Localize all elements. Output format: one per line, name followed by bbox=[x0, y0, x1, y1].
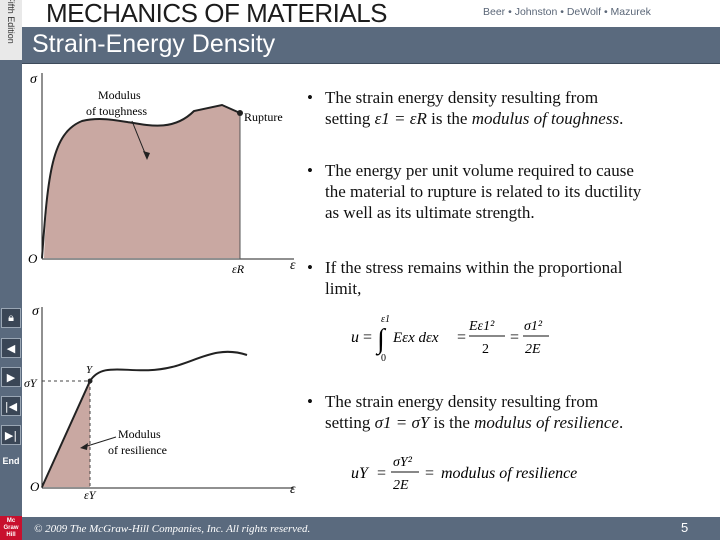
text-run: setting bbox=[325, 413, 375, 432]
eq-equals: = bbox=[363, 329, 372, 346]
bullet-dot: • bbox=[307, 392, 313, 411]
toughness-label-line2: of toughness bbox=[86, 104, 147, 118]
resilience-label-line1: Modulus bbox=[118, 427, 161, 441]
logo-line: Graw bbox=[3, 525, 19, 531]
eq-equals: = bbox=[377, 465, 386, 482]
sigma-label: σ bbox=[32, 304, 40, 319]
toughness-label-line1: Modulus bbox=[98, 88, 141, 102]
toughness-area bbox=[44, 105, 240, 258]
authors: Beer • Johnston • DeWolf • Mazurek bbox=[483, 6, 651, 18]
equation-strain-energy: u = ∫ ε1 0 Eεx dεx = Eε1² 2 = σ1² 2E bbox=[351, 314, 549, 364]
book-title: MECHANICS OF MATERIALS bbox=[46, 0, 388, 28]
equation-resilience: uY = σY² 2E = modulus of resilience bbox=[351, 455, 577, 493]
sigma-y-label: σY bbox=[24, 376, 38, 390]
rupture-label: Rupture bbox=[244, 110, 283, 124]
publisher-logo: Mc Graw Hill bbox=[0, 516, 22, 540]
bullet-line: setting ε1 = εR is the modulus of toughn… bbox=[325, 108, 623, 129]
text-run: is the bbox=[429, 413, 475, 432]
bullet-line: If the stress remains within the proport… bbox=[325, 258, 623, 277]
left-sidebar: Fifth Edition 🔒︎ ◀ ▶ |◀ ▶| End Mc Graw H… bbox=[0, 0, 22, 540]
text-run: . bbox=[618, 413, 624, 432]
origin-label: O bbox=[30, 479, 40, 494]
rupture-point bbox=[237, 110, 243, 116]
edition-label: Fifth Edition bbox=[6, 0, 16, 44]
bullet-dot: • bbox=[307, 258, 313, 277]
integral-upper: ε1 bbox=[381, 314, 390, 325]
chevron-left-icon[interactable]: ◀ bbox=[1, 338, 21, 358]
term: modulus of toughness bbox=[471, 109, 620, 128]
end-button[interactable]: End bbox=[2, 456, 20, 466]
text-run: setting bbox=[325, 109, 375, 128]
integral-lower: 0 bbox=[381, 353, 386, 364]
skip-last-icon[interactable]: ▶| bbox=[1, 425, 21, 445]
equation-inline: ε1 = εR bbox=[374, 109, 427, 128]
bullet-line: The strain energy density resulting from bbox=[325, 392, 599, 411]
sigma-label: σ bbox=[30, 72, 38, 87]
fraction-denominator: 2E bbox=[393, 478, 409, 493]
bullet-dot: • bbox=[307, 88, 313, 107]
skip-first-icon[interactable]: |◀ bbox=[1, 396, 21, 416]
stress-strain-curve bbox=[41, 350, 248, 488]
lock-icon[interactable]: 🔒︎ bbox=[1, 308, 21, 328]
epsilon-r-label: εR bbox=[232, 262, 245, 276]
fraction-numerator: σ1² bbox=[524, 319, 543, 334]
resilience-arrowhead bbox=[80, 443, 88, 450]
resilience-arrow bbox=[83, 436, 117, 448]
stress-strain-curve bbox=[41, 103, 241, 259]
bullet-line: as well as its ultimate strength. bbox=[325, 203, 535, 222]
fraction-denominator: 2 bbox=[482, 342, 489, 357]
origin-label: O bbox=[28, 251, 38, 266]
bullet-line: limit, bbox=[325, 279, 362, 298]
slide-title: Strain-Energy Density bbox=[32, 30, 276, 58]
bullet-dot: • bbox=[307, 161, 313, 180]
bullet-line: The strain energy density resulting from bbox=[325, 88, 599, 107]
epsilon-y-label: εY bbox=[84, 488, 97, 502]
toughness-diagram: σ O ε εR Modulus of toughness Rupture bbox=[28, 72, 296, 276]
fraction-numerator: Eε1² bbox=[468, 319, 495, 334]
header: MECHANICS OF MATERIALS Beer • Johnston •… bbox=[22, 0, 720, 28]
term: modulus of resilience bbox=[474, 413, 619, 432]
copyright: © 2009 The McGraw-Hill Companies, Inc. A… bbox=[34, 523, 311, 535]
page-number: 5 bbox=[681, 520, 689, 535]
epsilon-label: ε bbox=[290, 258, 296, 273]
edition-tab: Fifth Edition bbox=[0, 0, 22, 60]
equation-inline: σ1 = σY bbox=[374, 413, 430, 432]
logo-line: Hill bbox=[6, 532, 16, 538]
slide-title-bar: Strain-Energy Density bbox=[22, 27, 720, 64]
eq-term: modulus of resilience bbox=[441, 465, 577, 482]
resilience-diagram: σ σY Y O εY ε Modulus of resilience bbox=[24, 304, 296, 502]
eq-u-y: uY bbox=[351, 465, 370, 482]
resilience-label-line2: of resilience bbox=[108, 443, 167, 457]
eq-u: u bbox=[351, 329, 359, 346]
integral-sign: ∫ bbox=[375, 324, 387, 356]
toughness-arrowhead bbox=[143, 151, 150, 160]
footer: © 2009 The McGraw-Hill Companies, Inc. A… bbox=[22, 517, 720, 540]
logo-line: Mc bbox=[6, 518, 16, 524]
yield-point bbox=[87, 378, 93, 384]
text-run: is the bbox=[426, 109, 472, 128]
epsilon-label: ε bbox=[290, 482, 296, 497]
bullet-line: The energy per unit volume required to c… bbox=[325, 161, 634, 180]
eq-equals: = bbox=[425, 465, 434, 482]
bullet-line: the material to rupture is related to it… bbox=[325, 182, 642, 201]
eq-equals: = bbox=[510, 329, 519, 346]
text-run: . bbox=[619, 109, 624, 128]
y-point-label: Y bbox=[86, 364, 94, 376]
chevron-right-icon[interactable]: ▶ bbox=[1, 367, 21, 387]
fraction-denominator: 2E bbox=[525, 342, 541, 357]
fraction-numerator: σY² bbox=[393, 455, 413, 470]
bullet-line: setting σ1 = σY is the modulus of resili… bbox=[325, 412, 623, 433]
integrand: Eεx dεx bbox=[392, 330, 439, 346]
eq-equals: = bbox=[457, 329, 466, 346]
